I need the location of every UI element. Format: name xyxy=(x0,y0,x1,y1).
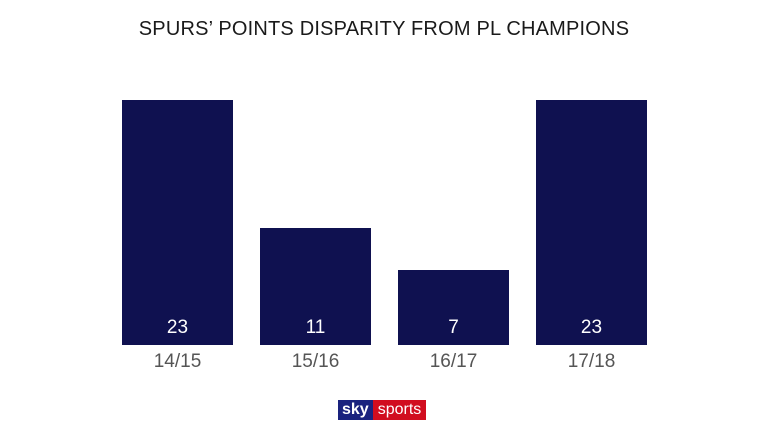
bar-value: 7 xyxy=(448,317,459,338)
sky-sports-logo: sky sports xyxy=(338,400,427,420)
logo-sky: sky xyxy=(338,400,373,420)
bar-15-16: 11 xyxy=(260,228,371,345)
bar-value: 11 xyxy=(305,317,326,338)
bar-17-18: 23 xyxy=(536,100,647,345)
x-tick-label: 15/16 xyxy=(291,351,340,372)
x-tick-label: 16/17 xyxy=(429,351,478,372)
bar-14-15: 23 xyxy=(122,100,233,345)
bar-value: 23 xyxy=(166,317,189,338)
bar-value: 23 xyxy=(580,317,603,338)
x-tick-label: 17/18 xyxy=(567,351,616,372)
logo-sports: sports xyxy=(372,400,427,420)
x-tick-label: 14/15 xyxy=(153,351,202,372)
chart-title: SPURS’ POINTS DISPARITY FROM PL CHAMPION… xyxy=(138,18,630,40)
bar-16-17: 7 xyxy=(398,270,509,345)
